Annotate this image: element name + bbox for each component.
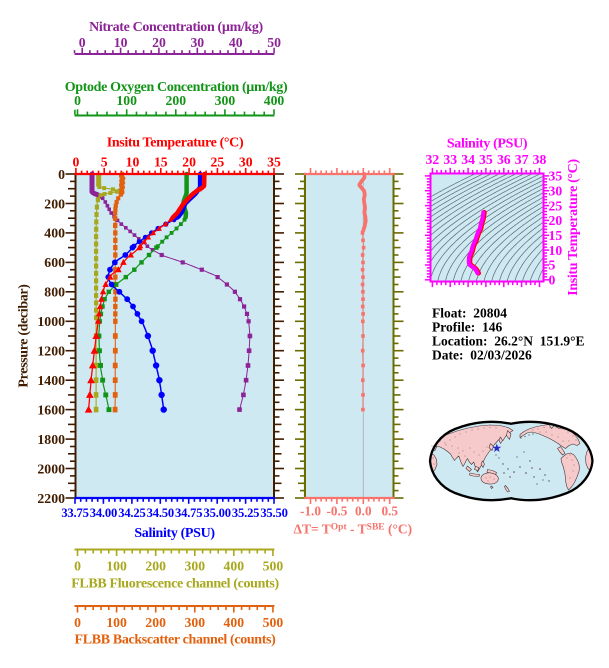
svg-text:10: 10 <box>549 243 563 258</box>
svg-text:200: 200 <box>145 615 166 630</box>
svg-text:2200: 2200 <box>37 491 65 506</box>
svg-text:34.25: 34.25 <box>118 506 145 520</box>
svg-text:32: 32 <box>426 152 440 167</box>
svg-text:Date: 02/03/2026: Date: 02/03/2026 <box>432 348 532 363</box>
svg-text:35: 35 <box>479 152 493 167</box>
svg-text:0: 0 <box>79 35 86 50</box>
svg-text:0: 0 <box>72 155 79 170</box>
svg-text:600: 600 <box>44 255 65 270</box>
svg-text:0: 0 <box>549 273 556 288</box>
svg-text:38: 38 <box>533 152 547 167</box>
svg-text:Float: 20804: Float: 20804 <box>432 306 507 321</box>
svg-text:33.75: 33.75 <box>61 506 88 520</box>
svg-text:35: 35 <box>267 155 281 170</box>
svg-text:20: 20 <box>152 35 166 50</box>
svg-text:30: 30 <box>549 183 563 198</box>
svg-text:34.75: 34.75 <box>175 506 202 520</box>
svg-text:Insitu Temperature (°C): Insitu Temperature (°C) <box>566 159 581 296</box>
svg-text:1600: 1600 <box>37 402 65 417</box>
svg-text:40: 40 <box>229 35 243 50</box>
svg-text:33: 33 <box>443 152 457 167</box>
svg-text:20: 20 <box>549 213 563 228</box>
svg-text:0: 0 <box>74 615 81 630</box>
svg-text:100: 100 <box>106 559 127 574</box>
svg-text:5: 5 <box>101 155 108 170</box>
svg-text:500: 500 <box>263 615 284 630</box>
svg-text:Optode Oxygen Concentration (µ: Optode Oxygen Concentration (µm/kg) <box>65 80 288 95</box>
svg-text:100: 100 <box>106 615 127 630</box>
svg-text:200: 200 <box>166 93 187 108</box>
svg-text:50: 50 <box>267 35 281 50</box>
svg-text:300: 300 <box>185 559 206 574</box>
svg-text:Insitu Temperature (°C): Insitu Temperature (°C) <box>107 136 244 151</box>
svg-text:400: 400 <box>264 93 285 108</box>
svg-text:400: 400 <box>44 226 65 241</box>
svg-text:Location: 26.2°N 151.9°E: Location: 26.2°N 151.9°E <box>432 334 585 349</box>
svg-text:Profile: 146: Profile: 146 <box>432 320 502 335</box>
svg-text:5: 5 <box>549 258 556 273</box>
svg-text:-1.0: -1.0 <box>300 504 321 519</box>
svg-text:34.50: 34.50 <box>147 506 174 520</box>
svg-text:0: 0 <box>58 167 65 182</box>
svg-text:35.00: 35.00 <box>204 506 231 520</box>
svg-text:1200: 1200 <box>37 344 65 359</box>
svg-text:Pressure (decibar): Pressure (decibar) <box>17 284 32 388</box>
svg-text:1400: 1400 <box>37 373 65 388</box>
svg-text:2000: 2000 <box>37 461 65 476</box>
svg-text:25: 25 <box>211 155 225 170</box>
svg-text:100: 100 <box>116 93 137 108</box>
svg-text:ΔT= TOpt - TSBE (°C): ΔT= TOpt - TSBE (°C) <box>294 522 413 537</box>
svg-text:35: 35 <box>549 169 563 184</box>
svg-text:37: 37 <box>515 152 529 167</box>
svg-text:20: 20 <box>182 155 196 170</box>
svg-text:Salinity (PSU): Salinity (PSU) <box>134 526 215 541</box>
svg-text:15: 15 <box>154 155 168 170</box>
svg-text:25: 25 <box>549 198 563 213</box>
svg-text:10: 10 <box>114 35 128 50</box>
svg-text:500: 500 <box>263 559 284 574</box>
svg-text:1000: 1000 <box>37 314 65 329</box>
svg-text:1800: 1800 <box>37 432 65 447</box>
svg-text:Nitrate Concentration (µm/kg): Nitrate Concentration (µm/kg) <box>89 20 263 35</box>
svg-text:400: 400 <box>224 615 245 630</box>
svg-text:35.50: 35.50 <box>260 506 287 520</box>
svg-text:34.00: 34.00 <box>90 506 117 520</box>
svg-text:400: 400 <box>224 559 245 574</box>
svg-text:Salinity (PSU): Salinity (PSU) <box>447 137 528 152</box>
svg-text:35.25: 35.25 <box>232 506 259 520</box>
svg-text:0: 0 <box>74 559 81 574</box>
svg-text:0.0: 0.0 <box>355 504 372 519</box>
svg-text:200: 200 <box>145 559 166 574</box>
svg-text:36: 36 <box>497 152 511 167</box>
svg-text:10: 10 <box>126 155 140 170</box>
svg-text:34: 34 <box>461 152 475 167</box>
svg-text:0.5: 0.5 <box>381 504 398 519</box>
svg-text:-0.5: -0.5 <box>326 504 347 519</box>
svg-text:FLBB Fluorescence channel (cou: FLBB Fluorescence channel (counts) <box>71 577 279 592</box>
svg-text:200: 200 <box>44 196 65 211</box>
svg-text:300: 300 <box>185 615 206 630</box>
svg-text:300: 300 <box>215 93 236 108</box>
svg-text:15: 15 <box>549 228 563 243</box>
svg-text:800: 800 <box>44 285 65 300</box>
svg-text:FLBB Backscatter channel (coun: FLBB Backscatter channel (counts) <box>75 633 277 648</box>
svg-text:30: 30 <box>239 155 253 170</box>
svg-text:30: 30 <box>190 35 204 50</box>
svg-text:0: 0 <box>74 93 81 108</box>
